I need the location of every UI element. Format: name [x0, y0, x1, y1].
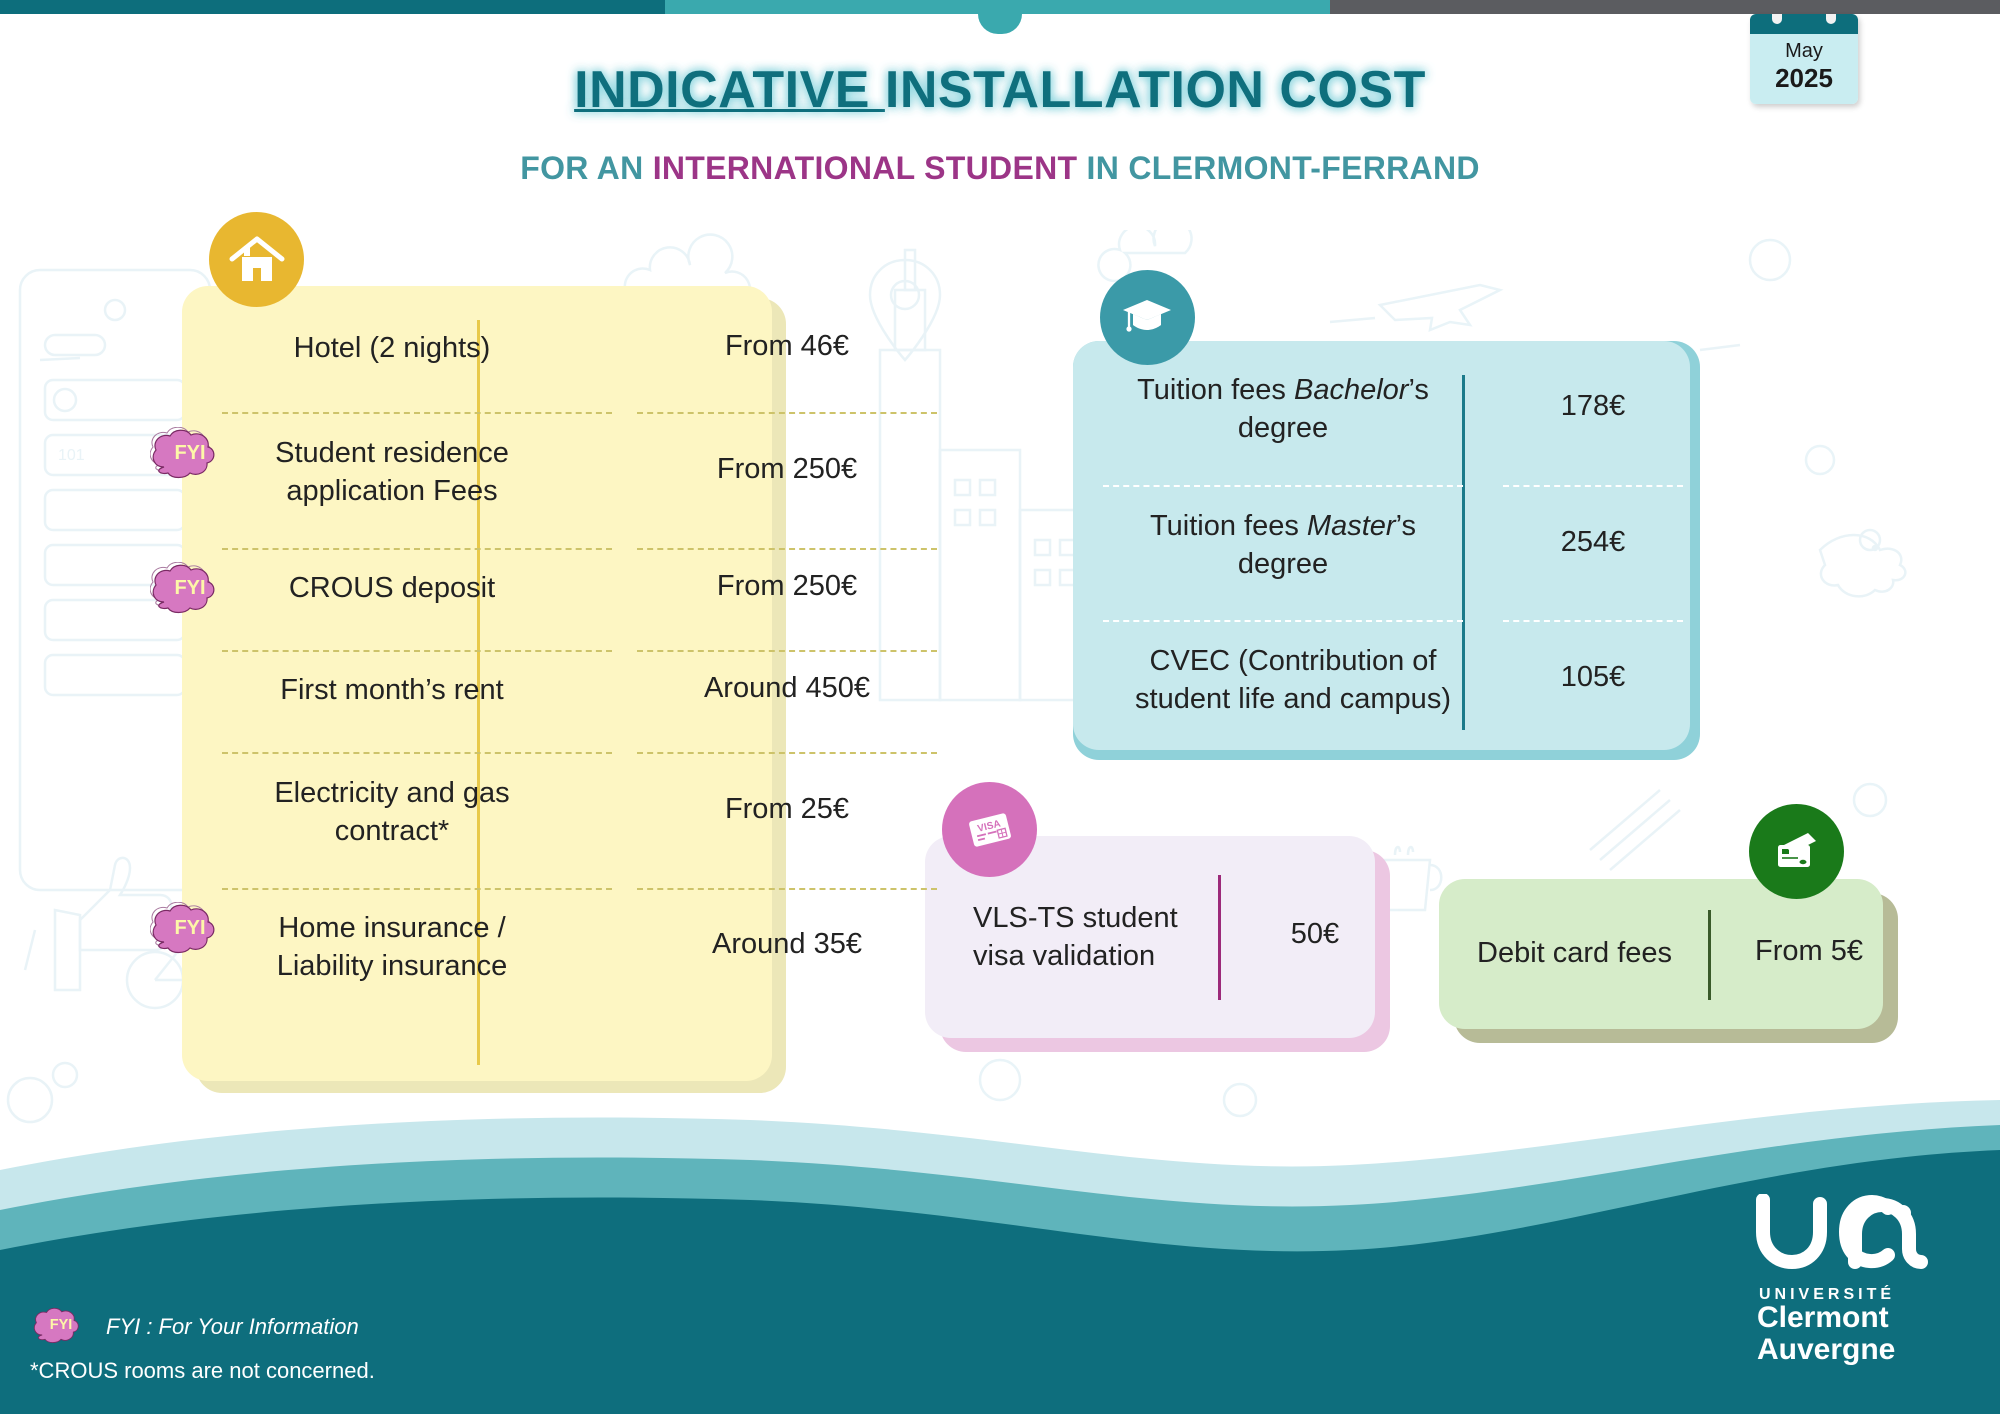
svg-text:Clermont: Clermont: [1757, 1301, 1889, 1334]
svg-text:FYI: FYI: [174, 577, 205, 599]
svg-text:Auvergne: Auvergne: [1757, 1333, 1895, 1366]
svg-text:FYI: FYI: [174, 442, 205, 464]
svg-text:FYI: FYI: [50, 1317, 73, 1333]
svg-text:FYI: FYI: [174, 917, 205, 939]
svg-text:101: 101: [58, 447, 85, 464]
